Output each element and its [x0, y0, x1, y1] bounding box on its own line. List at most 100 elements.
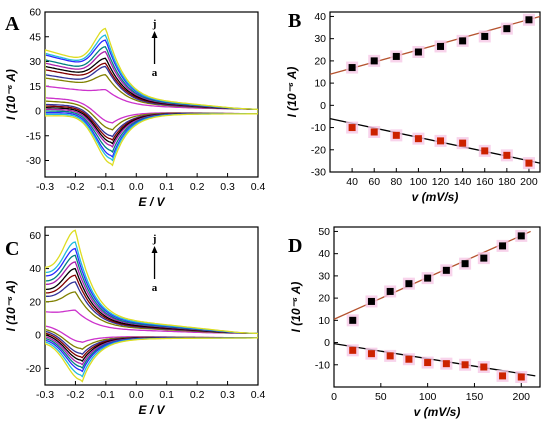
data-point: [437, 42, 445, 50]
data-point: [349, 316, 357, 324]
x-tick-label: -0.3: [36, 181, 54, 193]
x-tick-label: 100: [410, 176, 428, 188]
x-tick-label: -0.3: [36, 389, 54, 401]
cv-curves: [45, 27, 258, 167]
cv-curve-j: [45, 229, 258, 383]
x-tick-label: 0.3: [220, 181, 235, 193]
x-axis-label: E / V: [138, 403, 165, 417]
data-point: [386, 287, 394, 295]
annotation-top: j: [152, 233, 157, 245]
data-point: [503, 151, 511, 159]
plot-frame: [44, 226, 259, 386]
y-tick-label: 30: [314, 33, 326, 45]
x-axis-label: E / V: [138, 195, 165, 209]
cv-curve-j: [45, 27, 258, 167]
x-axis-label: v (mV/s): [412, 190, 459, 204]
y-tick-label: 40: [29, 263, 41, 275]
data-point: [370, 128, 378, 136]
data-point: [517, 373, 525, 381]
y-tick-label: 0: [35, 106, 41, 118]
data-point: [517, 232, 525, 240]
plot-frame: [44, 11, 259, 178]
x-tick-label: 150: [466, 391, 484, 403]
y-tick-label: 20: [29, 296, 41, 308]
x-tick-label: 40: [346, 176, 358, 188]
y-tick-label: 10: [314, 78, 326, 90]
cv-curve-b: [45, 291, 258, 350]
data-point: [442, 360, 450, 368]
x-axis-label: v (mV/s): [414, 405, 461, 419]
y-tick-label: 30: [318, 270, 330, 282]
data-point: [367, 350, 375, 358]
cv-curve-a: [45, 309, 258, 343]
data-point: [392, 131, 400, 139]
x-tick-label: -0.2: [66, 389, 84, 401]
x-tick-label: 160: [476, 176, 494, 188]
x-tick-label: 0.4: [251, 389, 266, 401]
y-tick-label: -20: [311, 144, 326, 156]
data-point: [499, 242, 507, 250]
y-tick-label: 60: [29, 7, 41, 19]
data-point: [348, 124, 356, 132]
plot-frame: [329, 11, 541, 173]
data-point: [499, 372, 507, 380]
y-axis-label: I (10⁻⁶ A): [285, 67, 299, 118]
y-axis-label: I (10⁻⁶ A): [4, 281, 18, 332]
y-tick-label: -15: [26, 130, 41, 142]
y-tick-label: 45: [29, 31, 41, 43]
data-point: [386, 352, 394, 360]
cv-curve-g: [45, 45, 258, 153]
data-point: [437, 137, 445, 145]
data-point: [481, 32, 489, 40]
trend-arrow-head: [151, 31, 158, 38]
x-tick-label: 50: [375, 391, 387, 403]
x-tick-label: 200: [513, 391, 531, 403]
data-point: [414, 48, 422, 56]
cv-curve-d: [45, 62, 258, 141]
data-point: [480, 254, 488, 262]
y-tick-label: -30: [311, 167, 326, 179]
y-axis-label: I (10⁻⁶ A): [4, 69, 18, 120]
data-point: [405, 355, 413, 363]
y-axis-label: I (10⁻⁶ A): [289, 282, 303, 333]
trend-arrow-head: [151, 246, 158, 253]
cv-curve-a: [45, 85, 258, 124]
cv-curve-e: [45, 57, 258, 145]
x-tick-label: 120: [432, 176, 450, 188]
x-tick-label: 80: [390, 176, 402, 188]
data-point: [461, 260, 469, 268]
y-tick-label: 40: [314, 11, 326, 23]
y-tick-label: 50: [318, 226, 330, 238]
annotation-top: j: [152, 18, 157, 30]
cv-curves: [45, 229, 258, 383]
data-point: [424, 359, 432, 367]
x-tick-label: -0.1: [97, 389, 115, 401]
data-point: [392, 52, 400, 60]
cv-curve-i: [45, 241, 258, 378]
cv-curve-i: [45, 34, 258, 162]
data-point: [349, 346, 357, 354]
panel-label: C: [5, 238, 19, 260]
x-tick-label: 60: [368, 176, 380, 188]
y-tick-label: 40: [318, 248, 330, 260]
x-tick-label: 140: [454, 176, 472, 188]
data-point: [525, 159, 533, 167]
data-point: [459, 139, 467, 147]
plot-frame: [333, 226, 541, 388]
x-tick-label: 100: [419, 391, 437, 403]
annotation-bottom: a: [152, 282, 158, 294]
cv-curve-f: [45, 50, 258, 148]
cv-curve-h: [45, 247, 258, 373]
x-tick-label: 0.3: [220, 389, 235, 401]
data-point: [503, 25, 511, 33]
y-tick-label: -30: [26, 155, 41, 167]
data-point: [525, 16, 533, 24]
y-tick-label: 0: [324, 337, 330, 349]
data-point: [481, 147, 489, 155]
y-tick-label: 0: [320, 100, 326, 112]
x-tick-label: 180: [498, 176, 516, 188]
cv-curve-c: [45, 65, 258, 138]
y-tick-label: -10: [315, 359, 330, 371]
data-point: [424, 274, 432, 282]
panel-c: -0.3 -0.2 -0.1 0.0 0.1 0.2 0.3 0.4 -20 0 20 40 60 E /…: [4, 226, 266, 417]
